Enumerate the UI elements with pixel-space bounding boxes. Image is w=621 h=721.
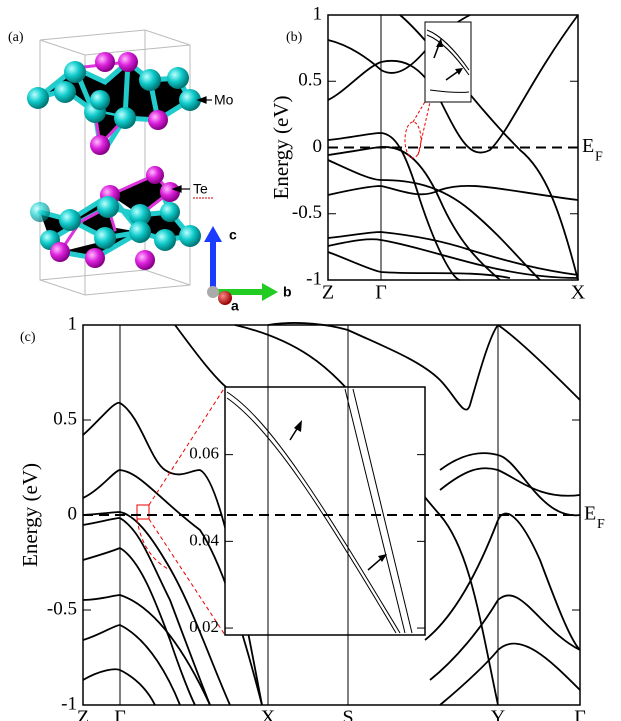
x-tick-label: Γ: [574, 707, 586, 721]
fermi-label: E: [582, 135, 594, 157]
panel-label: (c): [20, 330, 36, 345]
y-tick-label: 0.06: [189, 444, 219, 463]
x-tick-label: S: [342, 707, 353, 721]
atom-label: Te: [193, 181, 208, 197]
x-tick-label: Z: [77, 707, 89, 721]
y-tick-label: 1: [313, 3, 323, 24]
x-tick-label: Z: [322, 282, 334, 304]
y-tick-label: 0.5: [53, 408, 77, 429]
y-tick-label: 0.5: [298, 70, 322, 91]
y-axis-label: Energy (eV): [18, 463, 42, 567]
y-axis-label: Energy (eV): [269, 96, 293, 200]
x-tick-label: X: [571, 282, 586, 304]
fermi-label: E: [584, 503, 596, 525]
atom-label: Mo: [214, 92, 234, 108]
y-tick-label: 0: [313, 136, 323, 157]
axis-label: a: [231, 298, 239, 314]
bands-c: [83, 323, 580, 705]
axis-label: c: [229, 227, 237, 243]
y-tick-label: -1: [306, 268, 322, 289]
y-tick-label: 0.04: [189, 530, 219, 549]
y-tick-label: -0.5: [47, 598, 77, 619]
fermi-subscript: F: [595, 150, 603, 165]
y-tick-label: 0: [68, 503, 78, 524]
x-tick-label: X: [261, 707, 276, 721]
figure: (a) (b) (c) Mo Te c b a: [0, 0, 621, 721]
x-tick-label: Γ: [114, 707, 126, 721]
x-tick-label: Γ: [375, 282, 387, 304]
y-tick-label: -1: [61, 693, 77, 714]
axes-gizmo: [204, 226, 278, 305]
panel-label: (a): [8, 30, 24, 45]
y-tick-label: 0.02: [189, 617, 219, 636]
x-tick-label: Y: [491, 707, 505, 721]
atom-pointers: [173, 97, 212, 192]
fermi-subscript: F: [597, 517, 605, 532]
panel-label: (b): [286, 30, 303, 45]
y-tick-label: -0.5: [292, 202, 322, 223]
axis-label: b: [283, 284, 292, 300]
y-tick-label: 1: [68, 313, 78, 334]
